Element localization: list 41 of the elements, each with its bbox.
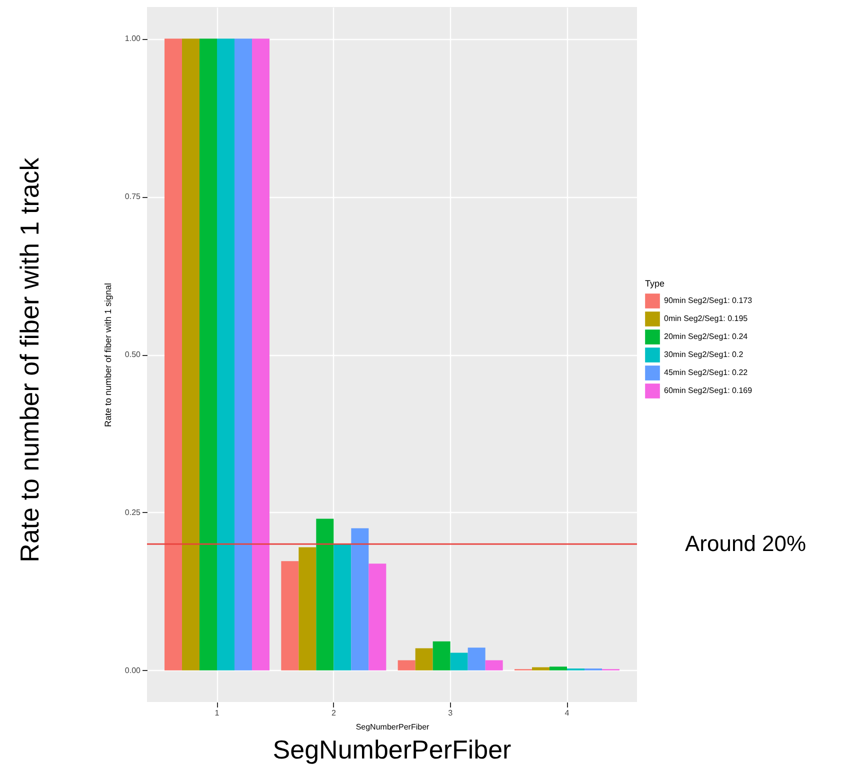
bar (200, 38, 217, 670)
bar (182, 38, 200, 670)
bar (252, 38, 270, 670)
bar (485, 660, 503, 670)
bar (398, 660, 416, 670)
bar (217, 38, 234, 670)
y-tick-label: 0.50 (124, 350, 142, 359)
legend-label: 60min Seg2/Seg1: 0.169 (664, 386, 753, 395)
bar (550, 666, 567, 670)
x-tick-label: 2 (331, 708, 336, 718)
text: Rate to number of fiber with 1 track (14, 158, 46, 562)
bar (368, 564, 386, 670)
legend-label: 0min Seg2/Seg1: 0.195 (664, 314, 748, 323)
y-tick-label: 0.00 (124, 666, 142, 675)
legend-label: 90min Seg2/Seg1: 0.173 (664, 296, 753, 305)
y-tick-label: 0.75 (124, 192, 142, 202)
y-axis-title: Rate to number of fiber with 1 signal (102, 282, 113, 428)
legend-label: 20min Seg2/Seg1: 0.24 (664, 332, 748, 341)
bar (234, 38, 252, 670)
legend-label: 30min Seg2/Seg1: 0.2 (664, 350, 744, 359)
bar (316, 518, 334, 670)
bar (334, 544, 352, 670)
text: SegNumberPerFiber (272, 734, 512, 766)
x-tick-label: 3 (448, 708, 454, 718)
y-tick-label: 0.25 (124, 508, 142, 517)
ref-line-label: Around 20% (685, 531, 806, 556)
bar (532, 667, 550, 670)
bar (415, 648, 433, 670)
bar (298, 547, 316, 670)
x-tick-label: 4 (564, 708, 570, 718)
legend-title: Type (645, 278, 665, 288)
legend-label: 45min Seg2/Seg1: 0.22 (664, 368, 748, 377)
bar (351, 528, 369, 670)
bar (164, 38, 182, 670)
x-axis-title: SegNumberPerFiber (356, 722, 430, 732)
bar (281, 561, 299, 670)
y-tick-label: 1.00 (124, 34, 142, 44)
bar (432, 641, 450, 670)
bar (450, 652, 468, 670)
x-tick-label: 1 (214, 708, 220, 718)
bar (468, 648, 486, 670)
